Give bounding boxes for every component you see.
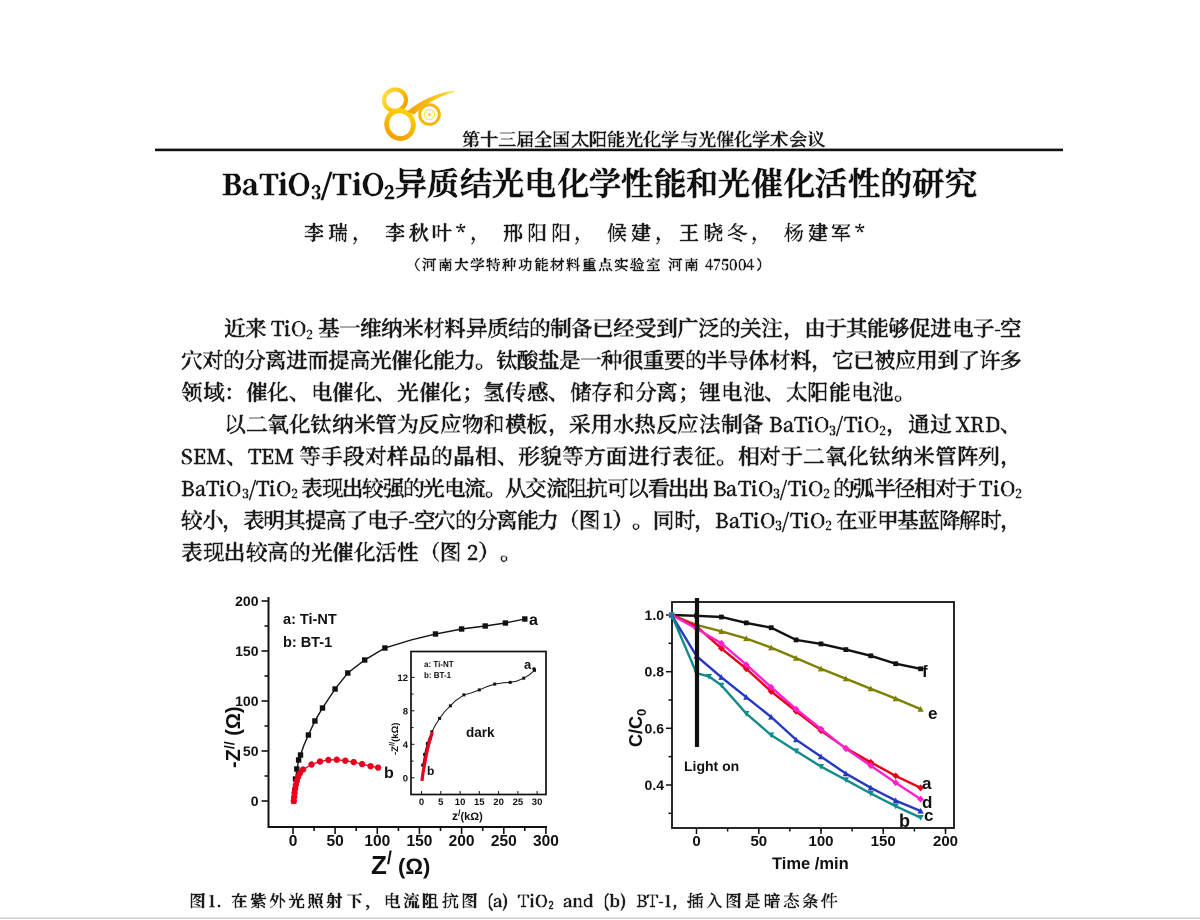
svg-text:50: 50	[326, 833, 343, 850]
svg-text:5: 5	[438, 797, 444, 808]
svg-text:a: Ti-NT: a: Ti-NT	[424, 660, 454, 669]
svg-text:dark: dark	[466, 725, 495, 740]
svg-text:10: 10	[455, 797, 466, 808]
svg-text:a: a	[524, 657, 532, 672]
svg-text:a: a	[922, 774, 932, 793]
svg-text:100: 100	[364, 833, 390, 850]
svg-text:0: 0	[419, 797, 424, 808]
svg-text:b: b	[384, 765, 394, 782]
svg-text:12: 12	[397, 673, 408, 684]
svg-text:25: 25	[513, 797, 524, 808]
svg-text:a: Ti-NT: a: Ti-NT	[283, 612, 337, 628]
svg-text:1.0: 1.0	[645, 607, 665, 623]
svg-text:c: c	[924, 806, 933, 825]
svg-text:e: e	[928, 704, 937, 723]
svg-text:200: 200	[235, 593, 259, 609]
svg-text:150: 150	[235, 643, 259, 659]
svg-text:0.8: 0.8	[645, 664, 665, 680]
svg-text:200: 200	[933, 833, 958, 850]
svg-text:z/(kΩ): z/(kΩ)	[452, 808, 483, 823]
svg-text:0: 0	[251, 793, 259, 809]
svg-text:b: b	[899, 811, 910, 831]
svg-text:b: b	[427, 764, 434, 778]
svg-text:20: 20	[493, 797, 504, 808]
svg-text:b: BT-1: b: BT-1	[283, 635, 332, 651]
svg-text:f: f	[922, 662, 928, 681]
svg-text:150: 150	[406, 833, 432, 850]
svg-text:0: 0	[403, 773, 408, 784]
svg-text:d: d	[922, 793, 932, 812]
svg-text:0.6: 0.6	[645, 720, 665, 736]
svg-text:300: 300	[533, 833, 559, 850]
svg-text:150: 150	[871, 833, 896, 850]
svg-text:200: 200	[449, 833, 475, 850]
svg-text:0: 0	[692, 833, 700, 850]
svg-text:-Z//(kΩ): -Z//(kΩ)	[388, 723, 402, 755]
svg-text:C/C0: C/C0	[626, 709, 649, 747]
svg-text:0.4: 0.4	[645, 777, 665, 793]
svg-text:Time /min: Time /min	[772, 855, 849, 873]
svg-text:30: 30	[532, 797, 543, 808]
svg-text:a: a	[529, 612, 538, 629]
svg-text:Light on: Light on	[684, 758, 739, 774]
svg-text:50: 50	[750, 833, 767, 850]
svg-text:-Z// (Ω): -Z// (Ω)	[221, 706, 245, 768]
svg-text:4: 4	[403, 740, 409, 751]
svg-text:8: 8	[403, 706, 408, 717]
svg-text:250: 250	[491, 833, 517, 850]
svg-text:0: 0	[289, 833, 298, 850]
svg-text:b: BT-1: b: BT-1	[424, 671, 452, 680]
svg-text:100: 100	[235, 693, 259, 709]
svg-text:Z/ (Ω): Z/ (Ω)	[371, 848, 430, 880]
svg-text:15: 15	[474, 797, 485, 808]
svg-text:100: 100	[808, 833, 833, 850]
svg-text:50: 50	[243, 743, 259, 759]
